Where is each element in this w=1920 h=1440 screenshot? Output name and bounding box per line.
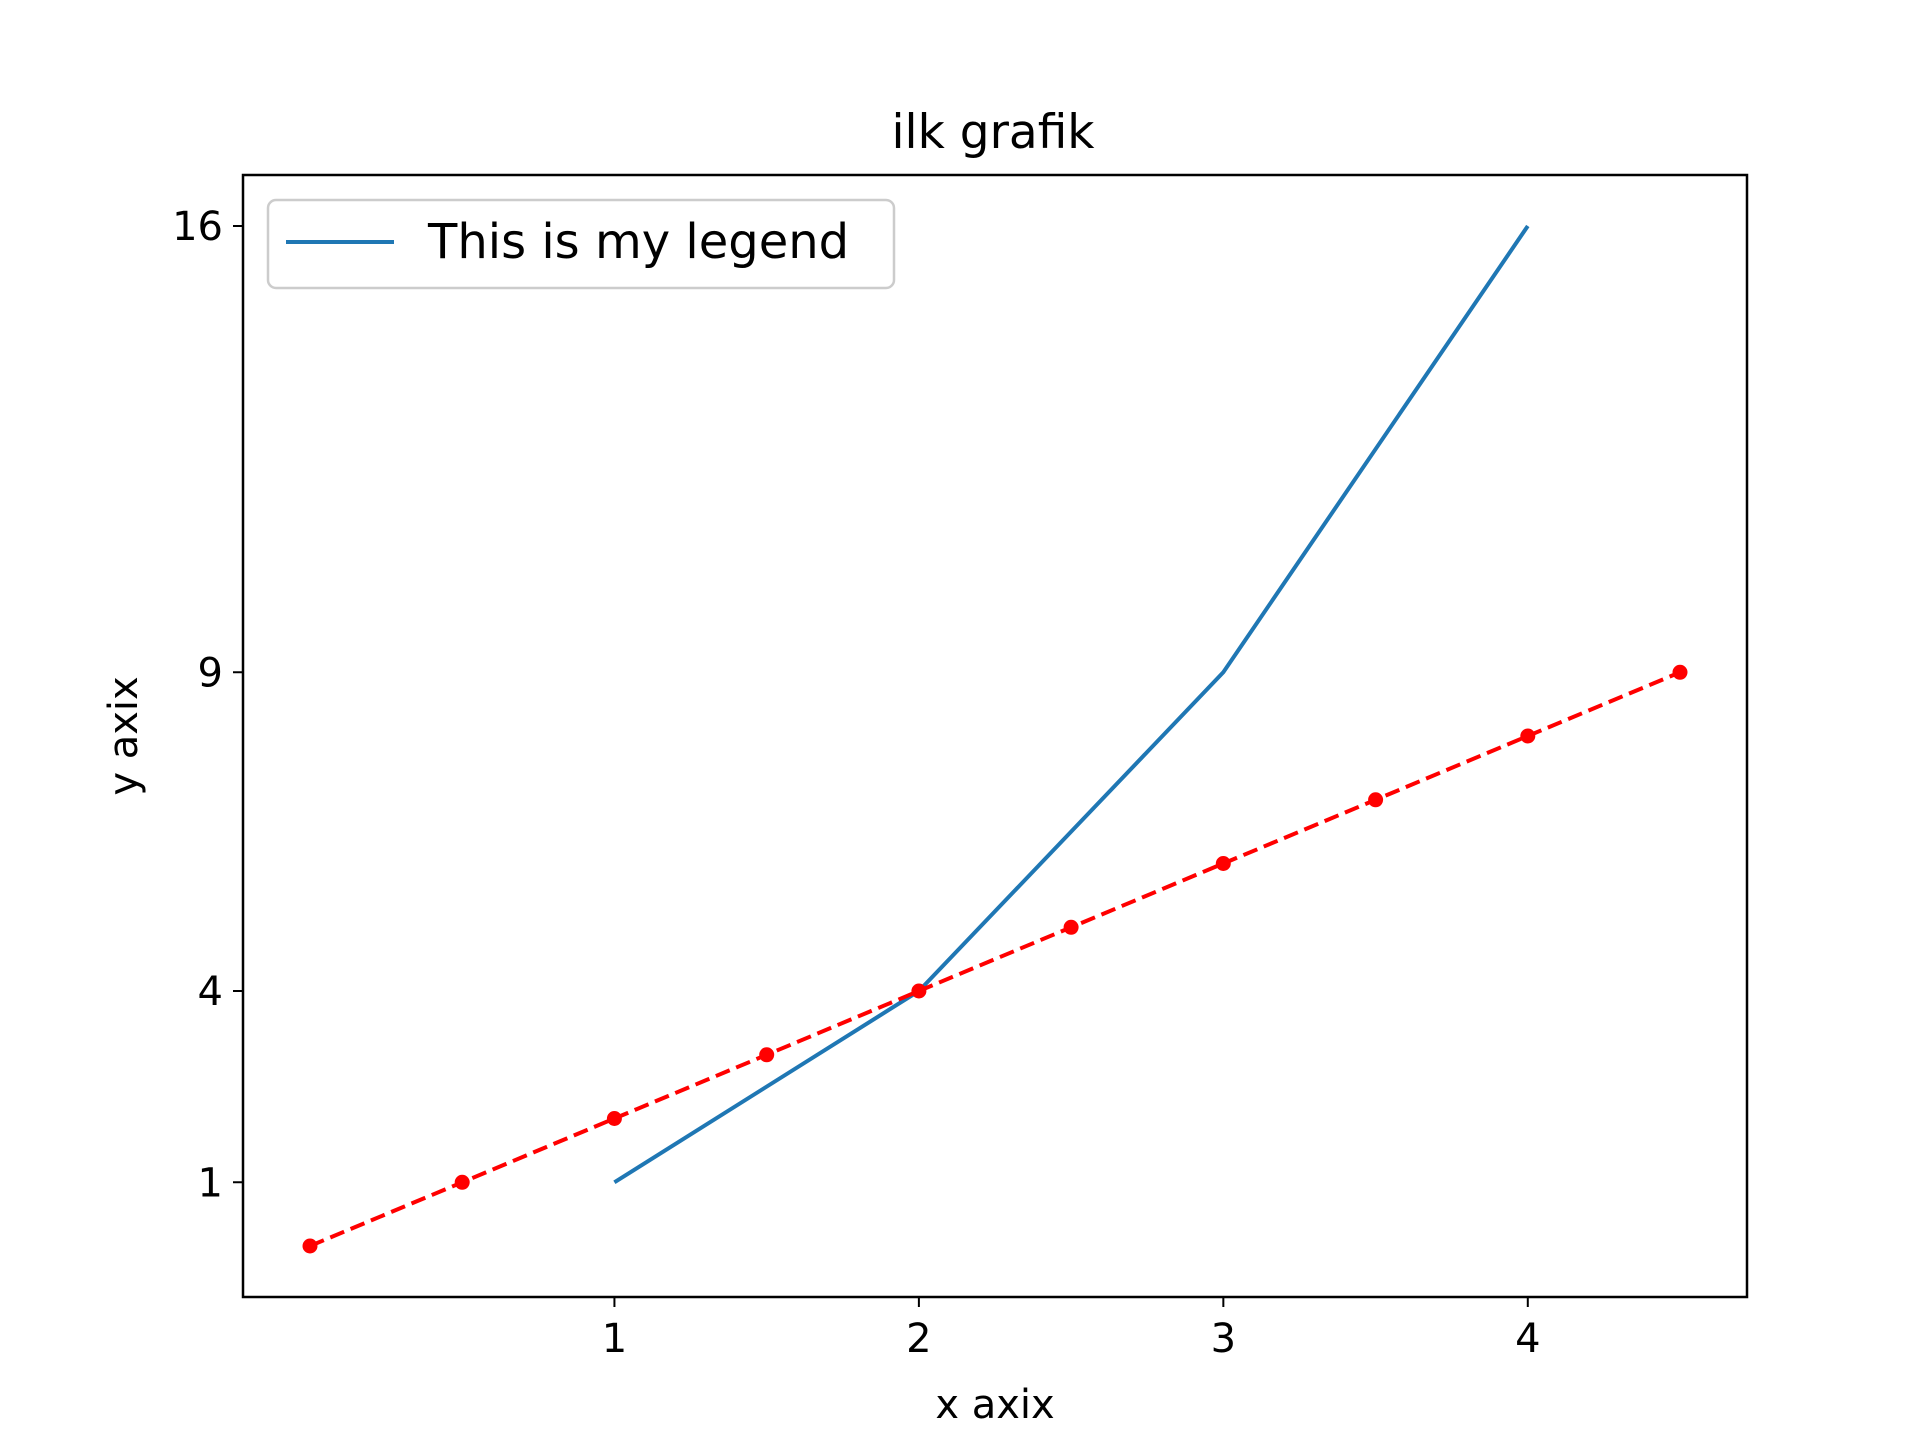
x-tick-label-2: 3 <box>1211 1316 1236 1362</box>
series-layer <box>302 224 1688 1254</box>
y-tick-label-3: 16 <box>172 204 223 250</box>
x-tick-label-1: 2 <box>906 1316 931 1362</box>
y-tick-label-2: 9 <box>198 650 223 696</box>
series-line-0 <box>613 224 1530 1184</box>
x-axis-label: x axix <box>935 1382 1054 1428</box>
series-1-point-4 <box>911 983 927 999</box>
y-tick-label-1: 4 <box>198 969 223 1015</box>
series-1-point-5 <box>1063 919 1079 935</box>
series-1-point-8 <box>1520 728 1536 744</box>
series-1-point-7 <box>1368 792 1384 808</box>
y-tick-label-0: 1 <box>198 1160 223 1206</box>
series-1-point-1 <box>454 1174 470 1190</box>
series-1-point-6 <box>1215 856 1231 871</box>
legend: This is my legend <box>266 198 896 290</box>
y-axis-label: y axix <box>101 676 147 795</box>
plot-frame <box>241 173 1749 1299</box>
series-1-point-3 <box>759 1047 775 1063</box>
series-line-1 <box>309 670 1681 1248</box>
chart-title: ilk grafik <box>891 105 1095 160</box>
series-1-point-0 <box>302 1238 318 1254</box>
legend-label: This is my legend <box>427 214 849 270</box>
y-axis-ticks: 1 4 9 16 <box>172 204 243 1206</box>
x-axis-ticks: 1 2 3 4 <box>602 1297 1541 1362</box>
x-tick-label-3: 4 <box>1515 1316 1540 1362</box>
series-1-point-9 <box>1672 664 1688 680</box>
x-tick-label-0: 1 <box>602 1316 627 1362</box>
series-1-point-2 <box>606 1111 622 1126</box>
plot-area: 1 2 3 4 1 4 9 16 <box>172 173 1749 1362</box>
legend-box <box>266 198 896 290</box>
